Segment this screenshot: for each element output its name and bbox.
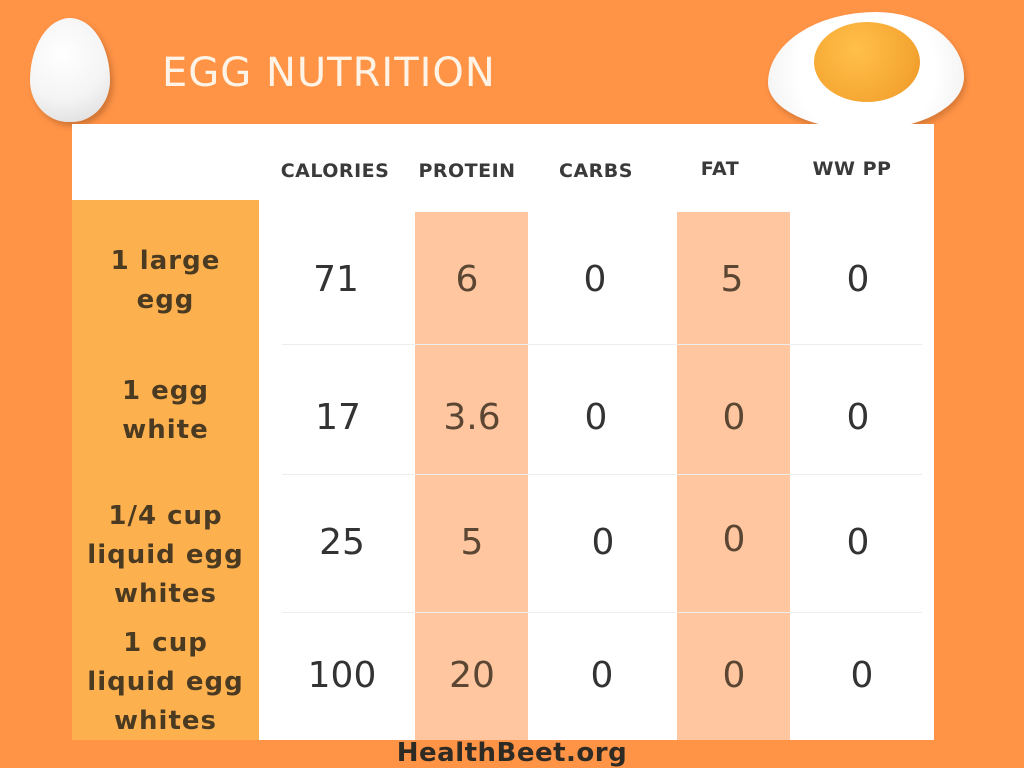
row-label-column: [72, 200, 259, 740]
whole-egg-icon: [30, 18, 110, 122]
header-ww-pp: WW PP: [812, 158, 892, 180]
cell-calories: 100: [307, 655, 377, 696]
row-label-quarter-cup: 1/4 cup liquid egg whites: [87, 501, 244, 609]
protein-column-highlight: [415, 212, 528, 740]
fat-column-highlight: [677, 212, 790, 740]
cell-carbs: 0: [591, 522, 615, 563]
cell-fat: 0: [722, 655, 746, 696]
fried-egg-yolk: [814, 22, 920, 102]
row-separator: [282, 474, 922, 475]
cell-protein: 3.6: [443, 397, 501, 438]
header-fat: FAT: [700, 158, 740, 180]
cell-fat: 0: [722, 397, 746, 438]
cell-ww-pp: 0: [850, 655, 874, 696]
cell-calories: 25: [319, 522, 365, 563]
cell-carbs: 0: [590, 655, 614, 696]
source-credit: HealthBeet.org: [396, 738, 628, 768]
header-carbs: CARBS: [559, 160, 633, 182]
cell-protein: 20: [449, 655, 495, 696]
header-calories: CALORIES: [280, 160, 390, 182]
header-protein: PROTEIN: [418, 160, 516, 182]
row-label-one-cup: 1 cup liquid egg whites: [87, 628, 244, 736]
cell-calories: 17: [315, 397, 361, 438]
row-separator: [282, 612, 922, 613]
cell-ww-pp: 0: [846, 397, 870, 438]
cell-ww-pp: 0: [846, 522, 870, 563]
cell-fat: 5: [720, 259, 744, 300]
cell-protein: 5: [460, 522, 484, 563]
cell-carbs: 0: [583, 259, 607, 300]
cell-ww-pp: 0: [846, 259, 870, 300]
row-separator: [282, 344, 922, 345]
cell-carbs: 0: [584, 397, 608, 438]
row-label-large-egg: 1 large egg: [110, 246, 221, 315]
row-label-egg-white: 1 egg white: [122, 376, 209, 445]
cell-protein: 6: [455, 259, 479, 300]
page-title: EGG NUTRITION: [162, 50, 496, 96]
cell-fat: 0: [722, 519, 746, 560]
cell-calories: 71: [313, 259, 359, 300]
